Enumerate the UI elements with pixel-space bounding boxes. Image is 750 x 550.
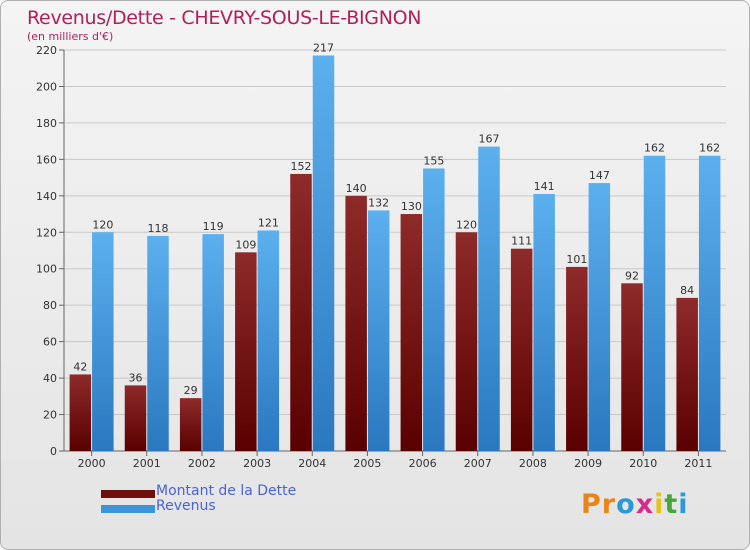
- data-label-dette: 111: [511, 235, 532, 248]
- data-label-dette: 140: [346, 182, 367, 195]
- bar-revenus: [698, 155, 721, 451]
- bar-revenus: [257, 230, 280, 451]
- y-tick-label: 220: [36, 44, 57, 57]
- y-tick-label: 120: [36, 226, 57, 239]
- legend-swatch-dette: [101, 490, 155, 498]
- x-tick-label: 2002: [188, 457, 216, 470]
- bar-dette: [179, 398, 202, 451]
- legend-swatch-revenus: [101, 505, 155, 513]
- x-tick-label: 2008: [519, 457, 547, 470]
- x-tick-label: 2011: [684, 457, 712, 470]
- y-tick-label: 180: [36, 117, 57, 130]
- bar-revenus: [147, 235, 169, 451]
- bar-dette: [455, 232, 478, 451]
- bar-revenus: [643, 155, 666, 451]
- bar-revenus: [533, 193, 555, 451]
- bar-dette: [290, 173, 312, 452]
- bar-dette: [345, 195, 367, 451]
- x-tick-label: 2005: [353, 457, 381, 470]
- bar-dette: [566, 266, 588, 451]
- data-label-revenus: 121: [258, 216, 279, 229]
- bar-dette: [510, 248, 533, 451]
- data-label-dette: 84: [680, 284, 694, 297]
- data-label-dette: 92: [625, 269, 639, 282]
- data-label-revenus: 132: [368, 196, 389, 209]
- data-label-revenus: 147: [589, 169, 610, 182]
- bar-dette: [124, 385, 147, 451]
- x-tick-label: 2006: [409, 457, 437, 470]
- bar-revenus: [423, 168, 445, 451]
- data-label-revenus: 119: [203, 220, 224, 233]
- chart-subtitle: (en milliers d'€): [27, 30, 114, 43]
- data-label-dette: 101: [566, 253, 587, 266]
- data-label-revenus: 120: [92, 218, 113, 231]
- y-tick-label: 140: [36, 190, 57, 203]
- legend-label-revenus: Revenus: [156, 498, 216, 514]
- legend-label-dette: Montant de la Dette: [156, 483, 297, 499]
- proxiti-logo: Proxiti: [581, 489, 689, 520]
- bar-dette: [400, 214, 423, 451]
- x-tick-label: 2003: [243, 457, 271, 470]
- data-label-dette: 36: [129, 371, 143, 384]
- chart-title: Revenus/Dette - CHEVRY-SOUS-LE-BIGNON: [27, 7, 422, 29]
- data-label-dette: 130: [401, 200, 422, 213]
- bar-revenus: [202, 234, 224, 451]
- data-label-dette: 120: [456, 218, 477, 231]
- bar-dette: [676, 297, 698, 451]
- y-tick-label: 0: [50, 445, 57, 458]
- logo-letter: o: [616, 489, 636, 520]
- y-tick-label: 40: [43, 372, 57, 385]
- logo-letter: i: [654, 489, 665, 520]
- x-tick-label: 2004: [298, 457, 326, 470]
- bar-revenus: [312, 55, 335, 452]
- logo-letter: r: [601, 489, 617, 520]
- data-label-dette: 152: [291, 160, 312, 173]
- y-tick-label: 80: [43, 299, 57, 312]
- bar-dette: [235, 252, 257, 451]
- x-tick-label: 2010: [629, 457, 657, 470]
- grid-lines: [64, 49, 726, 416]
- data-label-dette: 42: [73, 360, 87, 373]
- data-label-revenus: 141: [534, 180, 555, 193]
- y-tick-label: 20: [43, 409, 57, 422]
- logo-letter: x: [635, 489, 655, 520]
- bars: [69, 55, 721, 452]
- data-label-dette: 29: [184, 384, 198, 397]
- bar-revenus: [588, 183, 611, 452]
- bar-revenus: [367, 210, 390, 451]
- y-tick-label: 200: [36, 80, 57, 93]
- x-tick-label: 2007: [464, 457, 492, 470]
- bar-revenus: [92, 232, 114, 451]
- logo-letter: i: [678, 489, 689, 520]
- data-label-revenus: 217: [313, 41, 334, 54]
- data-label-revenus: 162: [644, 142, 665, 155]
- y-tick-label: 60: [43, 336, 57, 349]
- bar-revenus: [478, 146, 500, 451]
- x-tick-label: 2001: [133, 457, 161, 470]
- y-tick-label: 100: [36, 263, 57, 276]
- axes: 0 20 40 60 80 100 120 140 160 180 200 220 2000 2001 20…: [36, 44, 726, 470]
- data-label-revenus: 118: [148, 222, 169, 235]
- y-tick-label: 160: [36, 153, 57, 166]
- logo-letter: P: [581, 489, 602, 520]
- x-tick-label: 2009: [574, 457, 602, 470]
- bar-dette: [621, 283, 643, 451]
- data-label-revenus: 167: [479, 133, 500, 146]
- data-label-revenus: 162: [699, 142, 720, 155]
- logo-letter: t: [664, 489, 679, 520]
- data-label-revenus: 155: [423, 154, 444, 167]
- x-tick-label: 2000: [78, 457, 106, 470]
- bar-dette: [69, 374, 92, 451]
- data-label-dette: 109: [235, 238, 256, 251]
